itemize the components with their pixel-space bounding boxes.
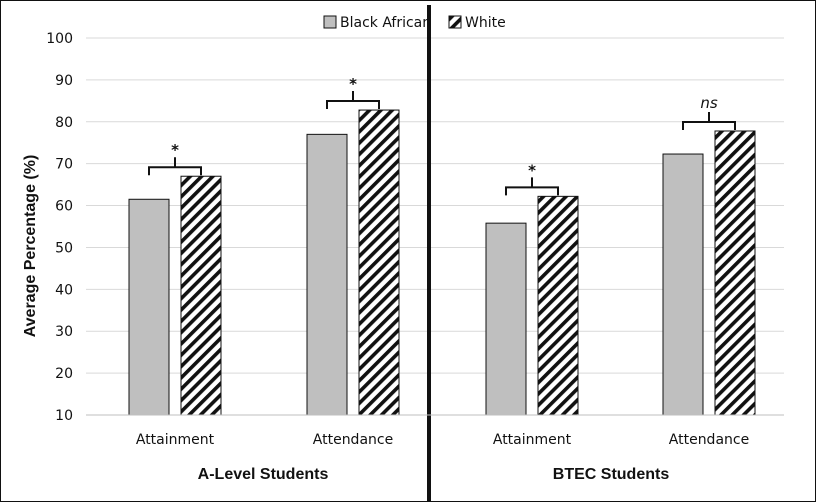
significance-label: ns [700, 94, 718, 112]
significance-bracket [505, 177, 559, 196]
significance-bracket [326, 91, 380, 110]
y-tick-label: 50 [55, 240, 73, 256]
bar-black-african [485, 222, 527, 416]
legend-swatch-black-african [323, 15, 337, 29]
y-tick-label: 40 [55, 282, 73, 298]
y-tick-label: 90 [55, 73, 73, 89]
category-label: Attainment [136, 432, 215, 448]
bar-black-african [128, 198, 170, 416]
bar-black-african [306, 133, 348, 416]
bars [128, 109, 756, 416]
legend-label-white: White [465, 15, 506, 31]
bar-white [537, 195, 579, 416]
bar-white [180, 175, 222, 416]
y-tick-label: 10 [55, 408, 73, 424]
legend: Black African White [323, 15, 506, 31]
y-tick-label: 60 [55, 199, 73, 215]
y-tick-labels: 10 20 30 40 50 60 70 80 90 100 [46, 31, 73, 424]
significance-bracket [682, 111, 736, 130]
bar-white [358, 109, 400, 416]
group-label-a-level: A-Level Students [198, 466, 329, 483]
bar-white [714, 130, 756, 416]
category-label: Attainment [493, 432, 572, 448]
significance-label: * [528, 161, 536, 179]
significance-label: * [349, 75, 357, 93]
significance-markers: * * * ns [148, 75, 736, 196]
bar-black-african [662, 153, 704, 416]
y-tick-label: 20 [55, 366, 73, 382]
category-labels: Attainment Attendance Attainment Attendance [136, 432, 749, 448]
category-label: Attendance [313, 432, 393, 448]
y-tick-label: 70 [55, 157, 73, 173]
significance-bracket [148, 157, 202, 176]
legend-label-black-african: Black African [340, 15, 431, 31]
category-label: Attendance [669, 432, 749, 448]
y-tick-label: 30 [55, 324, 73, 340]
y-tick-label: 80 [55, 115, 73, 131]
significance-label: * [171, 141, 179, 159]
legend-swatch-white [448, 15, 462, 29]
y-axis-label: Average Percentage (%) [22, 155, 39, 338]
group-label-btec: BTEC Students [553, 466, 670, 483]
y-tick-label: 100 [46, 31, 73, 47]
